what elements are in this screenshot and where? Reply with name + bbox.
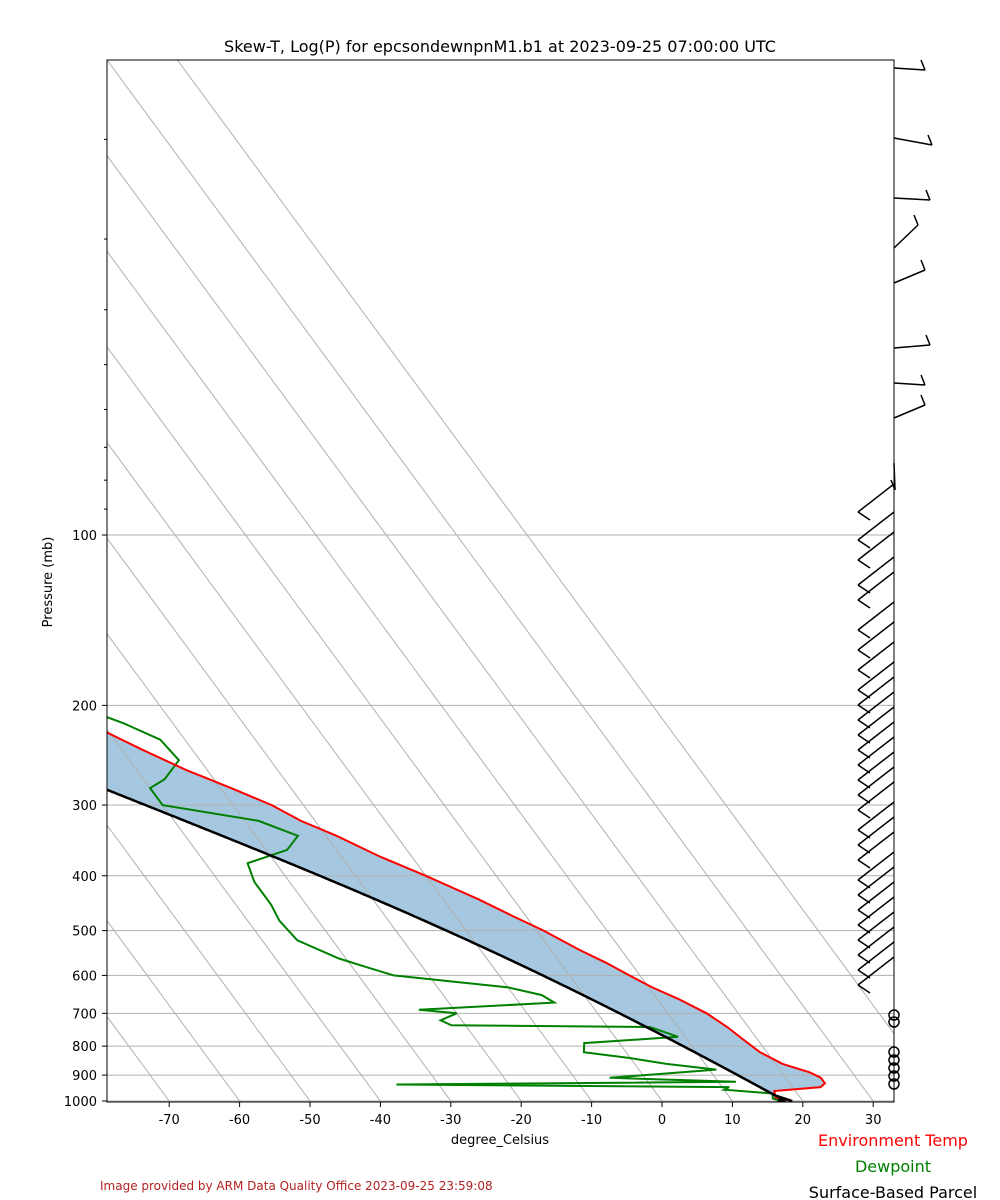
isotherm [107,250,734,1102]
wind-barb [857,866,895,904]
wind-barb [893,134,933,146]
wind-barb [857,831,895,869]
wind-barb [857,676,895,714]
wind-barb [857,801,895,839]
wind-barb [857,556,895,594]
isotherm [107,919,241,1102]
isotherm [107,824,312,1102]
image-credit: Image provided by ARM Data Quality Offic… [100,1179,493,1193]
pressure-axis: 100 200 300 400 500 600 700 800 900 1000 [64,529,107,1110]
wind-barb [857,721,895,759]
isotherm [0,60,29,1102]
wind-barb [857,641,895,679]
temperature-tick-label: -10 [581,1113,602,1128]
isotherm [107,154,804,1102]
wind-barbs [857,59,933,1090]
temperature-tick-label: -60 [229,1113,250,1128]
temperature-axis: -70 -60 -50 -40 -30 -20 -10 0 10 20 30 [159,1102,882,1128]
chart-title: Skew-T, Log(P) for epcsondewnpnM1.b1 at … [224,37,776,56]
wind-barb [857,896,895,934]
plot-frame [106,59,895,1103]
temperature-tick-label: -30 [440,1113,461,1128]
wind-barb [893,394,926,419]
wind-barb [857,661,895,699]
skewed-isotherms [0,60,894,1102]
plot-area [0,60,894,1102]
temperature-tick-label: 20 [795,1113,812,1128]
isotherm [107,60,875,1102]
wind-barb [857,571,895,609]
wind-barb [857,781,895,819]
temperature-tick-label: -40 [370,1113,391,1128]
calm-wind-circle [888,1016,900,1028]
wind-barb [857,601,895,639]
temperature-tick-label: -70 [159,1113,180,1128]
calm-wind-circle [888,1046,900,1058]
isotherm [107,537,523,1102]
wind-barb [893,374,926,386]
temperature-tick-label: 10 [724,1113,741,1128]
calm-wind-circle [888,1070,900,1082]
pressure-tick-label: 800 [72,1040,97,1055]
pressure-tick-label: 1000 [64,1095,97,1110]
calm-wind-circle [888,1054,900,1066]
wind-barb [857,621,895,659]
wind-barb [857,483,895,521]
isotherm [107,441,593,1102]
pressure-tick-label: 300 [72,799,97,814]
pressure-tick-label: 700 [72,1007,97,1022]
dewpoint-line [107,716,782,1102]
isotherm [107,346,664,1102]
x-axis-label: degree_Celsius [451,1133,549,1148]
calm-wind-circle [888,1062,900,1074]
legend-environment-temp: Environment Temp [818,1131,968,1150]
pressure-tick-label: 400 [72,870,97,885]
environment-temp-line [107,731,827,1102]
wind-barb [857,706,895,744]
isotherm [107,633,452,1102]
pressure-minor-ticks [104,138,107,510]
wind-barb [857,851,895,889]
wind-barb [857,956,895,994]
surface-based-parcel-line [107,788,793,1102]
pressure-tick-label: 500 [72,925,97,940]
wind-barb [857,941,895,979]
calm-wind-circle [888,1078,900,1090]
isotherm [107,1015,171,1102]
wind-barb [857,531,895,569]
wind-barb [857,736,895,774]
wind-barb [857,911,895,949]
wind-barb [890,462,896,491]
pressure-tick-label: 100 [72,529,97,544]
legend-surface-parcel: Surface-Based Parcel [809,1183,977,1200]
pressure-tick-label: 900 [72,1069,97,1084]
surface-parcel-marker [777,1097,786,1102]
wind-barb [893,214,919,249]
wind-barb [893,334,931,349]
cape-shading [107,60,894,1101]
temperature-tick-label: -20 [511,1113,532,1128]
wind-barb [857,816,895,854]
wind-barb [857,766,895,804]
wind-barb [857,691,895,729]
isotherm [107,728,382,1102]
wind-barb [857,926,895,964]
pressure-tick-label: 200 [72,699,97,714]
wind-barb [857,751,895,789]
temperature-tick-label: -50 [299,1113,320,1128]
wind-barb [893,259,926,284]
calm-wind-circle [888,1009,900,1021]
pressure-gridlines [107,534,894,1102]
wind-barb [893,59,926,71]
isotherm [177,60,894,1035]
legend-dewpoint: Dewpoint [855,1157,931,1176]
wind-barb [857,511,895,549]
temperature-tick-label: 30 [865,1113,882,1128]
wind-barb [857,881,895,919]
pressure-tick-label: 600 [72,969,97,984]
temperature-tick-label: 0 [658,1113,666,1128]
y-axis-label: Pressure (mb) [41,537,56,628]
wind-barb [893,189,931,201]
